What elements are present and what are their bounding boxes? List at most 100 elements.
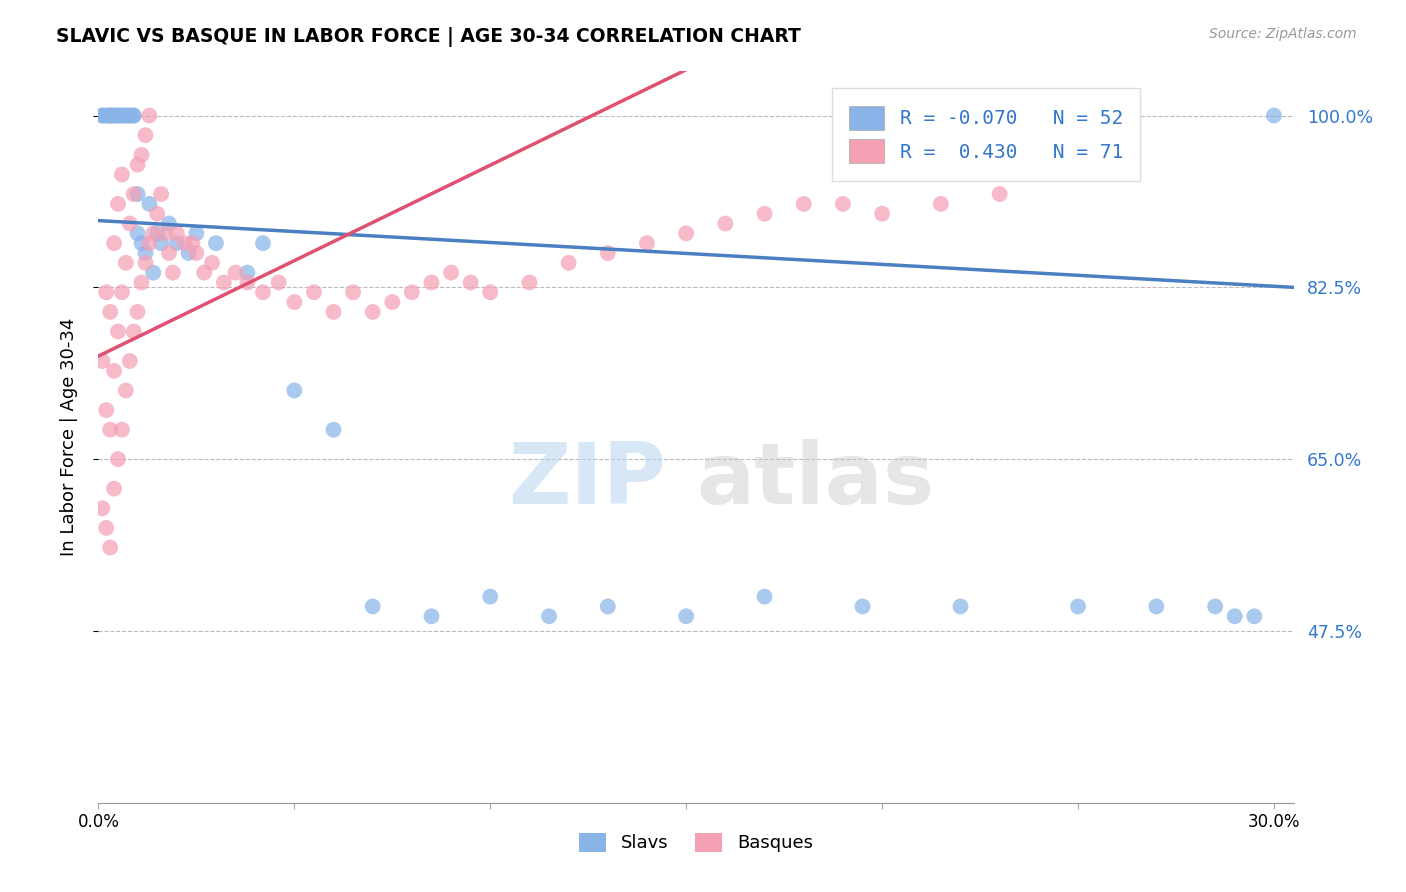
Point [193, 266, 215, 280]
Point [361, 305, 384, 319]
Point [103, 109, 125, 123]
Point [115, 256, 138, 270]
Point [122, 325, 145, 339]
Legend: Slavs, Basques: Slavs, Basques [572, 826, 820, 860]
Point [131, 148, 153, 162]
Point [157, 246, 180, 260]
Point [138, 236, 160, 251]
Point [98, 423, 121, 437]
Point [111, 423, 134, 437]
Point [1223, 609, 1246, 624]
Point [96, 403, 118, 417]
Point [401, 285, 423, 300]
Point [302, 285, 325, 300]
Point [127, 305, 149, 319]
Point [988, 187, 1011, 202]
Point [122, 187, 145, 202]
Point [134, 246, 156, 260]
Point [98, 109, 121, 123]
Point [98, 305, 121, 319]
Point [111, 168, 134, 182]
Point [91, 501, 114, 516]
Point [103, 364, 125, 378]
Point [361, 599, 384, 614]
Point [127, 158, 149, 172]
Point [460, 276, 482, 290]
Point [675, 227, 697, 241]
Point [157, 217, 180, 231]
Point [138, 109, 160, 123]
Point [236, 266, 259, 280]
Point [714, 217, 737, 231]
Point [267, 276, 290, 290]
Point [1263, 109, 1285, 123]
Point [142, 227, 165, 241]
Y-axis label: In Labor Force | Age 30-34: In Labor Force | Age 30-34 [59, 318, 77, 557]
Point [131, 276, 153, 290]
Point [96, 521, 118, 535]
Point [107, 197, 129, 211]
Point [96, 109, 118, 123]
Point [146, 207, 169, 221]
Point [1144, 599, 1167, 614]
Point [440, 266, 463, 280]
Point [111, 109, 134, 123]
Point [870, 207, 893, 221]
Point [118, 354, 141, 368]
Point [107, 109, 129, 123]
Point [479, 590, 502, 604]
Point [150, 187, 173, 202]
Point [342, 285, 364, 300]
Point [142, 266, 165, 280]
Point [212, 276, 235, 290]
Text: SLAVIC VS BASQUE IN LABOR FORCE | AGE 30-34 CORRELATION CHART: SLAVIC VS BASQUE IN LABOR FORCE | AGE 30… [56, 27, 801, 46]
Point [115, 384, 138, 398]
Point [98, 109, 121, 123]
Point [186, 246, 208, 260]
Point [107, 325, 129, 339]
Point [1204, 599, 1226, 614]
Point [122, 109, 145, 123]
Point [150, 236, 173, 251]
Point [537, 609, 560, 624]
Point [1243, 609, 1265, 624]
Point [420, 276, 443, 290]
Point [754, 207, 776, 221]
Point [134, 128, 156, 143]
Point [675, 609, 697, 624]
Point [103, 236, 125, 251]
Point [91, 109, 114, 123]
Point [122, 109, 145, 123]
Point [173, 236, 195, 251]
Point [201, 256, 224, 270]
Point [225, 266, 247, 280]
Point [322, 423, 344, 437]
Point [929, 197, 952, 211]
Point [127, 187, 149, 202]
Point [519, 276, 541, 290]
Point [98, 541, 121, 555]
Point [381, 295, 404, 310]
Point [118, 109, 141, 123]
Point [186, 227, 208, 241]
Point [166, 236, 188, 251]
Point [127, 227, 149, 241]
Point [96, 109, 118, 123]
Point [91, 109, 114, 123]
Point [322, 305, 344, 319]
Point [420, 609, 443, 624]
Point [949, 599, 972, 614]
Point [283, 295, 305, 310]
Point [107, 109, 129, 123]
Point [103, 482, 125, 496]
Point [596, 599, 619, 614]
Point [111, 109, 134, 123]
Point [134, 256, 156, 270]
Point [252, 236, 274, 251]
Point [283, 384, 305, 398]
Text: Source: ZipAtlas.com: Source: ZipAtlas.com [1209, 27, 1357, 41]
Point [181, 236, 204, 251]
Point [557, 256, 579, 270]
Point [115, 109, 138, 123]
Point [754, 590, 776, 604]
